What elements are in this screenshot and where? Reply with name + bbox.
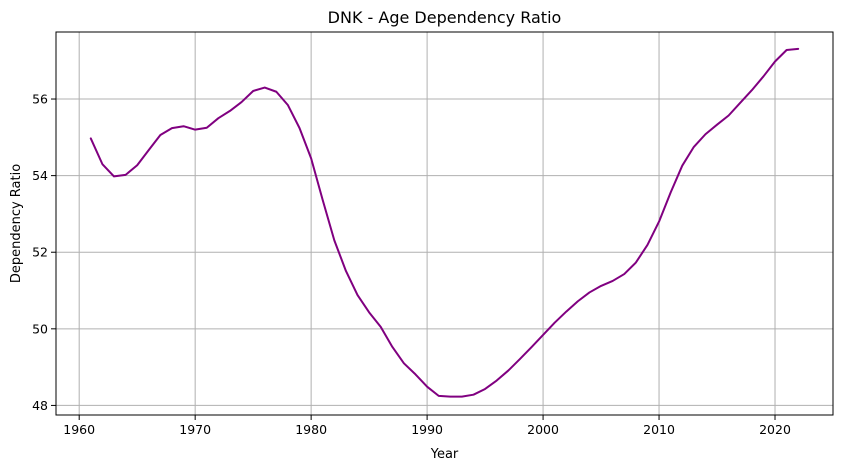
x-tick-label: 1970 [179, 422, 211, 437]
y-tick-label: 52 [32, 245, 48, 260]
y-tick-label: 48 [32, 398, 48, 413]
chart-title: DNK - Age Dependency Ratio [328, 8, 562, 27]
plot-frame [55, 31, 834, 416]
y-tick-label: 50 [32, 321, 48, 336]
x-tick-label: 1990 [411, 422, 443, 437]
y-tick-label: 56 [32, 92, 48, 107]
series-line [89, 47, 800, 398]
gridlines [56, 32, 833, 415]
y-axis-label: Dependency Ratio [9, 164, 24, 283]
ticks: 1960 1970 1980 1990 2000 2010 2020 48 50 52 54 56 [32, 92, 791, 437]
x-tick-label: 1980 [295, 422, 327, 437]
y-tick-label: 54 [32, 168, 48, 183]
x-tick-label: 2000 [527, 422, 559, 437]
x-tick-label: 1960 [63, 422, 95, 437]
x-tick-label: 2020 [759, 422, 791, 437]
x-axis-label: Year [430, 447, 459, 462]
x-tick-label: 2010 [643, 422, 675, 437]
